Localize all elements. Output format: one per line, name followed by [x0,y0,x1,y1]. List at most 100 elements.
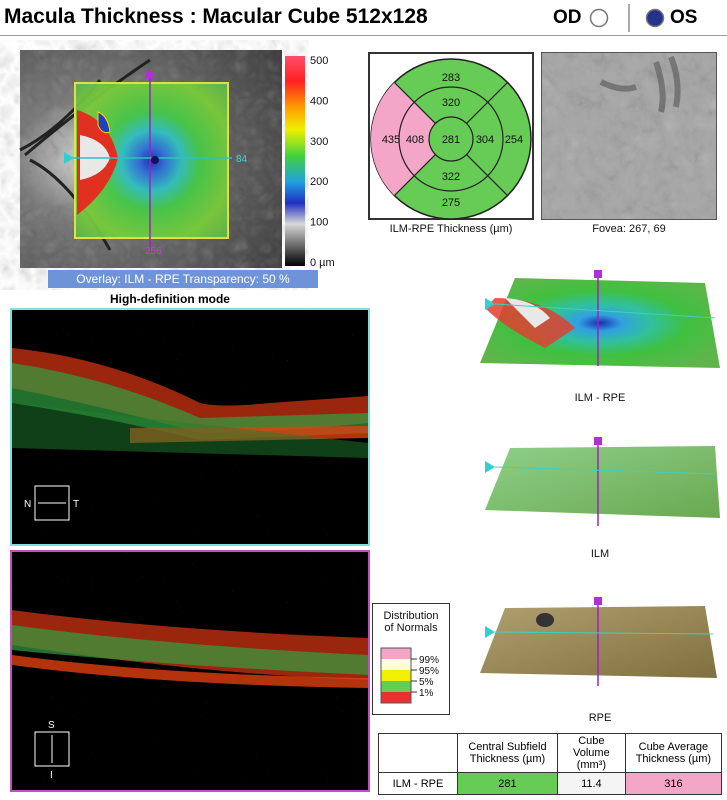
decoration [381,681,411,692]
decoration [485,461,495,473]
normals-scale: 99%95%5%1% [380,647,439,704]
decoration: 283 320 435 408 281 304 254 322 275 [370,58,532,220]
surface-caption: ILM [590,548,610,560]
bscan-horizontal: N T [10,308,370,546]
scale-label: 300 [310,136,328,148]
decoration [151,156,159,164]
decoration: Central Subfield Thickness (µm) Cube Vol… [378,733,723,773]
dir-n: N [24,499,31,510]
etdrs-value: 320 [442,97,460,109]
dir-s: S [48,720,55,731]
decoration [12,403,368,458]
color-scale [285,56,305,266]
scale-label: 200 [310,176,328,188]
od-radio [589,8,609,28]
decoration: 500 400 300 200 100 0 µm [310,55,335,269]
etdrs-value: 304 [476,134,494,146]
mode-label: High-definition mode [110,292,230,306]
etdrs-center [428,116,474,162]
etdrs-value: 408 [406,134,424,146]
os-radio [645,8,665,28]
decoration [485,626,495,638]
normals-label: 99% [419,655,439,666]
decoration [381,670,411,681]
decoration [480,278,720,368]
table-header: Central Subfield Thickness (µm) [457,733,558,773]
report-title: Macula Thickness : Macular Cube 512x128 [4,5,428,28]
table-cell: 316 [624,772,723,795]
etdrs-sector [399,102,436,176]
os-label: OS [670,7,698,28]
decoration [599,55,681,113]
decoration [12,363,368,440]
decoration [494,631,714,635]
eye-selector [589,4,665,32]
etdrs-sector [371,82,415,196]
decoration [594,437,602,445]
table-cell: 11.4 [556,772,626,795]
scale-label: 400 [310,95,328,107]
decoration [34,731,70,767]
decoration [12,625,368,675]
etdrs-value: 254 [505,134,523,146]
etdrs-value: 435 [382,134,400,146]
decoration [485,298,495,310]
decoration [381,692,411,703]
decoration: ILM - RPE 281 11.4 316 [378,772,723,795]
scale-label: 100 [310,217,328,229]
normals-label: 5% [419,677,434,688]
decoration: 99%95%5%1% [411,655,439,699]
etdrs-value: 275 [442,197,460,209]
decoration: Central Subfield Thickness (µm) Cube Vol… [378,733,723,795]
decoration [64,152,74,164]
decoration [34,485,70,521]
decoration [146,71,154,79]
decoration [541,52,717,220]
decoration [485,446,720,518]
bscan-vertical: S I [10,550,370,792]
decoration [594,270,602,278]
decoration [381,648,411,659]
etdrs-divider [394,154,436,196]
scale-label: 0 µm [310,257,335,269]
table-header: Cube Volume (mm³) [556,733,626,773]
normals-legend: Distribution of Normals 99% 95% 5% 1% [372,603,450,715]
decoration [12,655,368,688]
normals-label: 95% [419,666,439,677]
etdrs-grid: 283 320 435 408 281 304 254 322 275 [368,52,534,220]
etdrs-divider [466,82,508,124]
dir-i: I [50,770,53,781]
decoration [97,111,111,134]
map-marker-bottom: 256 [145,246,162,257]
etdrs-value: 322 [442,171,460,183]
decoration [380,647,412,704]
etdrs-divider [466,154,508,196]
surface-caption: ILM - RPE [574,392,626,404]
summary-table: Central Subfield Thickness (µm) Cube Vol… [378,733,723,795]
etdrs-caption: ILM-RPE Thickness (µm) [389,223,513,235]
fovea-image [541,52,717,220]
surface-views [480,270,720,686]
etdrs-value: 283 [442,72,460,84]
table-cell: 281 [457,772,558,795]
decoration [494,466,718,475]
header: Macula Thickness : Macular Cube 512x128 … [0,0,727,36]
etdrs-divider [394,82,436,124]
decoration [381,659,411,670]
thickness-map: 84 256 500 400 300 200 100 0 µm [19,50,335,269]
table-row-label: ILM - RPE [378,772,458,795]
dir-t: T [73,499,79,510]
etdrs-middle [398,86,504,192]
overlay-bar: Overlay: ILM - RPE Transparency: 50 % [48,270,318,288]
decoration [594,597,602,605]
od-label: OD [553,7,582,28]
scale-label: 500 [310,55,328,67]
fovea-caption: Fovea: 267, 69 [592,223,666,235]
normals-label: 1% [419,688,434,699]
etdrs-value: 281 [442,134,460,146]
normals-title: of Normals [384,622,438,634]
surface-caption: RPE [588,712,612,724]
table-header: Cube Average Thickness (µm) [624,733,723,773]
decoration [12,348,368,433]
